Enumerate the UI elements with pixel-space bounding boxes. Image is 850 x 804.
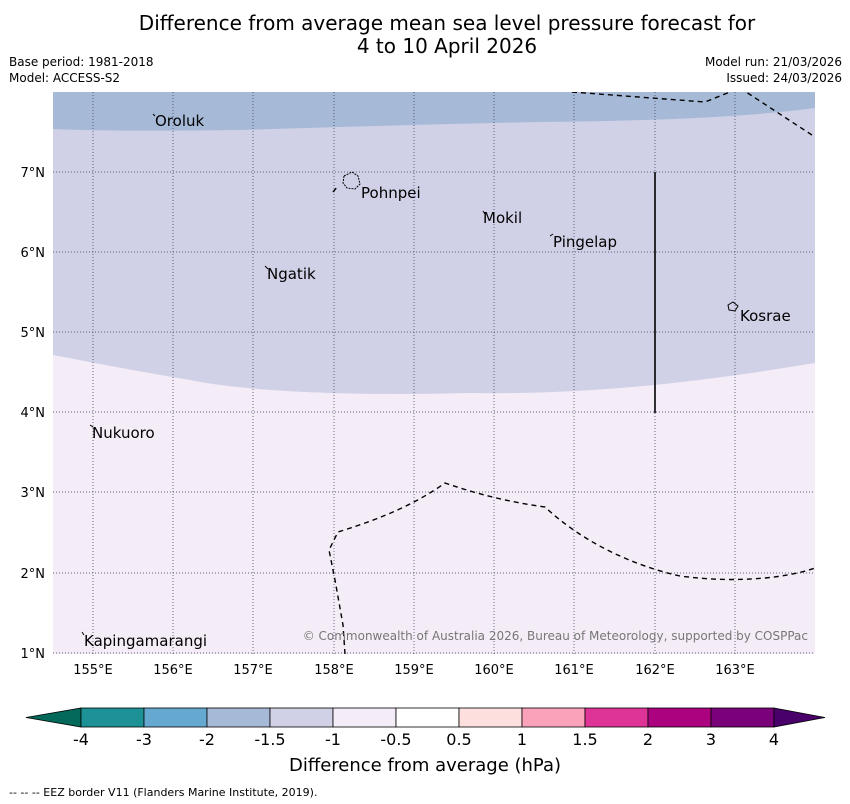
lon-label: 157°E [233, 663, 273, 678]
colorbar-extend-low [25, 707, 82, 728]
colorbar-tick-label: -4 [73, 730, 89, 749]
colorbar-tick-label: 1.5 [572, 730, 597, 749]
colorbar-swatch [395, 707, 460, 728]
copyright-text: © Commonwealth of Australia 2026, Bureau… [303, 629, 808, 643]
atoll-markers [81, 113, 554, 636]
lat-label: 7°N [21, 166, 46, 181]
kosrae-island [727, 301, 739, 312]
colorbar-title: Difference from average (hPa) [288, 755, 562, 776]
colorbar-tick-label: -1 [325, 730, 341, 749]
colorbar-tick-labels: -4 -3 -2 -1.5 -1 -0.5 0.5 1 1.5 2 3 4 [73, 730, 779, 749]
lon-label: 163°E [715, 663, 755, 678]
model-text: Model: ACCESS-S2 [9, 71, 121, 85]
colorbar-swatch [332, 707, 397, 728]
eez-border [328, 92, 815, 654]
place-label: Mokil [483, 209, 522, 227]
colorbar-swatch [710, 707, 775, 728]
graticule [53, 92, 815, 654]
colorbar-extend-high [773, 707, 826, 728]
colorbar-swatch [584, 707, 649, 728]
colorbar-swatch [647, 707, 712, 728]
lat-label: 1°N [21, 647, 46, 662]
colorbar-tick-label: 0.5 [446, 730, 471, 749]
colorbar: -4 -3 -2 -1.5 -1 -0.5 0.5 1 1.5 2 3 4 [25, 707, 826, 749]
meta-left: Base period: 1981-2018 Model: ACCESS-S2 [9, 54, 154, 86]
place-label: Pohnpei [361, 184, 421, 202]
colorbar-tick-label: -2 [199, 730, 215, 749]
title-line-2: 4 to 10 April 2026 [356, 34, 538, 58]
base-period-text: Base period: 1981-2018 [9, 55, 154, 69]
lat-label: 2°N [21, 567, 46, 582]
lat-label: 6°N [21, 246, 46, 261]
place-label: Nukuoro [92, 424, 155, 442]
place-label: Kosrae [740, 307, 791, 325]
lon-label: 156°E [153, 663, 193, 678]
lon-label: 162°E [635, 663, 675, 678]
colorbar-swatch [206, 707, 271, 728]
pohnpei-island [342, 171, 361, 190]
model-run-text: Model run: 21/03/2026 [704, 55, 842, 69]
lat-label: 4°N [21, 406, 46, 421]
colorbar-tick-label: -1.5 [254, 730, 285, 749]
band-middle-region [53, 92, 815, 394]
colorbar-swatch [521, 707, 586, 728]
colorbar-swatch [458, 707, 523, 728]
lon-label: 155°E [73, 663, 113, 678]
place-label: Pingelap [553, 233, 617, 251]
eez-footnote: -- -- -- EEZ border V11 (Flanders Marine… [9, 786, 318, 799]
colorbar-tick-label: 1 [517, 730, 527, 749]
forecast-map: Oroluk Pohnpei Mokil Pingelap Ngatik Kos… [21, 92, 815, 678]
title-line-1: Difference from average mean sea level p… [138, 11, 756, 35]
place-label: Oroluk [155, 112, 204, 130]
meta-right: Model run: 21/03/2026 Issued: 24/03/2026 [705, 54, 842, 86]
lat-label: 3°N [21, 486, 46, 501]
colorbar-swatch [269, 707, 334, 728]
colorbar-swatch [80, 707, 145, 728]
lon-label: 160°E [474, 663, 514, 678]
lon-label: 159°E [394, 663, 434, 678]
colorbar-tick-label: 4 [769, 730, 779, 749]
lon-label: 158°E [314, 663, 354, 678]
lat-label: 5°N [21, 326, 46, 341]
colorbar-tick-label: 2 [643, 730, 653, 749]
colorbar-tick-label: 3 [706, 730, 716, 749]
colorbar-swatch [143, 707, 208, 728]
colorbar-tick-label: -3 [136, 730, 152, 749]
place-label: Ngatik [267, 265, 316, 283]
colorbar-swatches [25, 707, 826, 728]
lon-label: 161°E [554, 663, 594, 678]
colorbar-tick-label: -0.5 [380, 730, 411, 749]
place-label: Kapingamarangi [84, 632, 207, 650]
band-upper-region [53, 92, 815, 131]
issued-text: Issued: 24/03/2026 [726, 71, 842, 85]
chart-title: Difference from average mean sea level p… [0, 12, 850, 58]
